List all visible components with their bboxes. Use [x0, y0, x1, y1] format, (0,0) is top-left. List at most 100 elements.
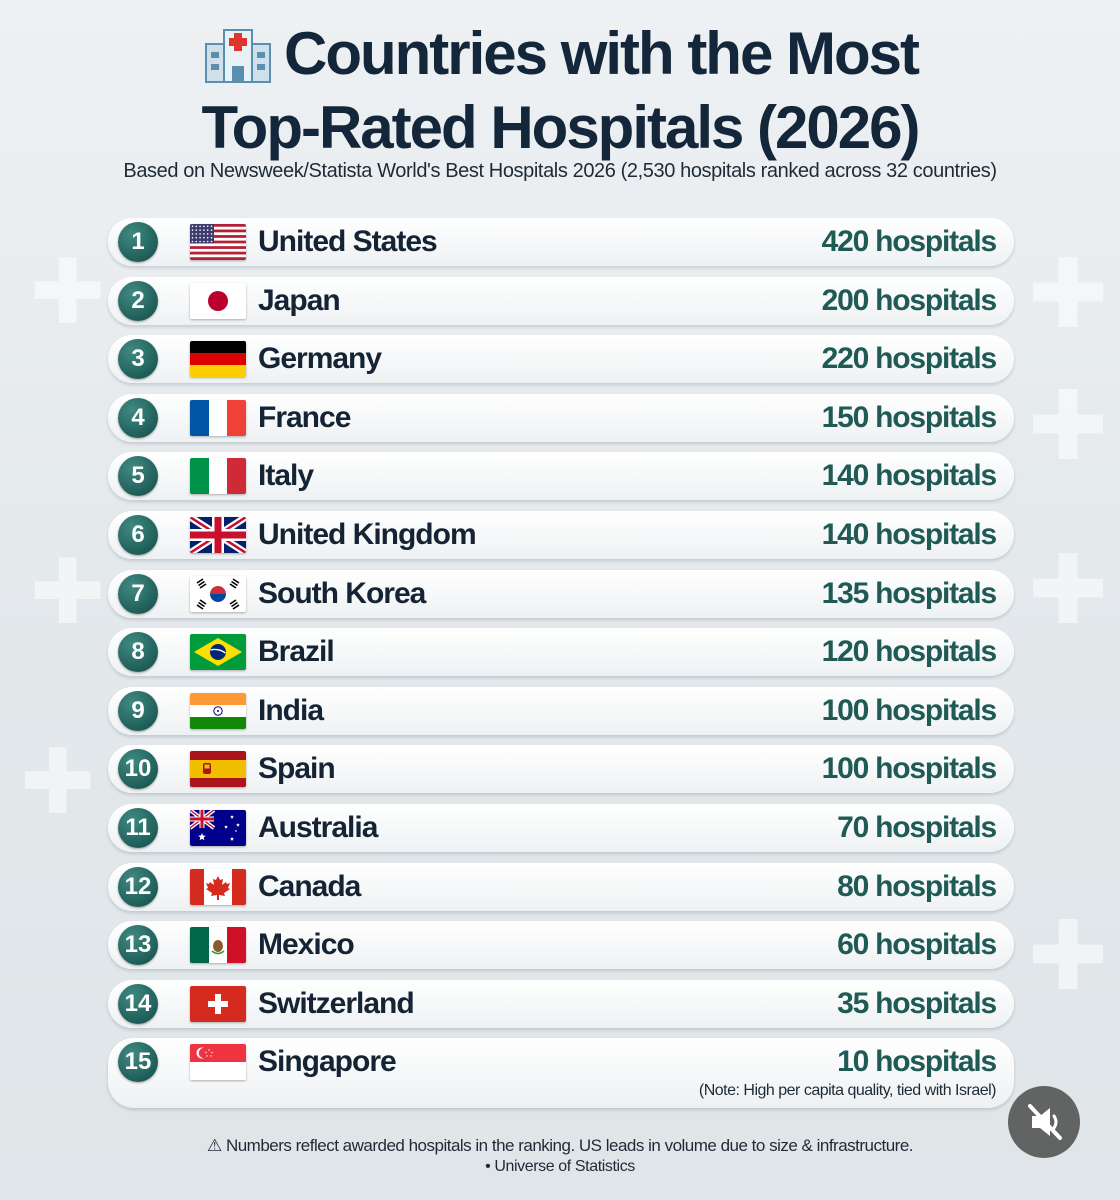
disclaimer-text: Numbers reflect awarded hospitals in the… [225, 1136, 914, 1155]
flag-icon [190, 399, 246, 436]
page-title-line-2: Top-Rated Hospitals (2026) [201, 94, 920, 161]
hospital-count-unit: hospitals [875, 810, 997, 844]
row-note: (Note: High per capita quality, tied wit… [698, 1082, 997, 1100]
flag-icon [190, 575, 246, 612]
hospital-count-unit: hospitals [875, 986, 997, 1020]
country-name: France [258, 400, 351, 434]
table-row: 10 Spain 100 hospitals [108, 745, 1014, 794]
table-row: 13 Mexico 60 hospitals [108, 921, 1014, 970]
hospital-count-value: 220 [821, 342, 870, 376]
hospital-count-unit: hospitals [875, 517, 997, 551]
hospital-count-value: 150 [821, 400, 870, 434]
hospital-count: 35 hospitals [837, 986, 997, 1022]
rank-badge: 15 [118, 1042, 158, 1083]
hospital-count: 80 hospitals [837, 869, 997, 905]
country-name: Germany [258, 342, 382, 376]
page-title-line-1: Countries with the Most [0, 22, 1120, 96]
rank-badge: 3 [118, 339, 158, 380]
rank-badge: 11 [118, 807, 158, 848]
mute-button[interactable] [1008, 1086, 1080, 1158]
table-row: 5 Italy 140 hospitals [108, 452, 1014, 501]
hospital-count: 140 hospitals [821, 458, 998, 494]
hospital-count: 100 hospitals [821, 693, 998, 729]
hospital-count-value: 140 [821, 459, 870, 493]
hospital-count-value: 420 [821, 225, 870, 258]
footer-source: • Universe of Statistics [485, 1158, 635, 1175]
country-name: Canada [258, 869, 361, 903]
hospital-count-unit: hospitals [875, 928, 997, 962]
hospital-count-unit: hospitals [875, 576, 997, 610]
country-name: Brazil [258, 635, 335, 669]
hospital-count-unit: hospitals [875, 869, 997, 903]
hospital-count-value: 35 [837, 986, 869, 1020]
hospital-count-value: 100 [821, 693, 870, 727]
hospital-count-value: 60 [837, 928, 869, 962]
table-row: 15 Singapore 10 hospitals (Note: High per ca… [108, 1038, 1014, 1109]
muted-speaker-icon [1028, 1104, 1062, 1140]
rank-badge: 12 [118, 866, 158, 907]
plus-icon: ✚ [1028, 537, 1109, 644]
country-name: Singapore [258, 1045, 397, 1079]
hospital-count: 135 hospitals [821, 576, 998, 612]
rank-badge: 10 [118, 749, 158, 790]
country-name: South Korea [258, 576, 426, 610]
table-row: 1 United States 420 hospitals [108, 218, 1014, 266]
hospital-count: 10 hospitals [837, 1044, 997, 1080]
flag-icon [190, 282, 246, 319]
hospital-count-unit: hospitals [875, 635, 997, 669]
flag-icon [190, 751, 246, 788]
rank-badge: 1 [118, 222, 158, 262]
table-row: 14 Switzerland 35 hospitals [108, 979, 1014, 1028]
hospital-count: 140 hospitals [821, 517, 998, 553]
table-row: 12 Canada 80 hospitals [108, 862, 1014, 911]
flag-icon [190, 868, 246, 905]
table-row: 8 Brazil 120 hospitals [108, 628, 1014, 677]
flag-icon [190, 224, 246, 260]
flag-icon [190, 692, 246, 729]
table-row: 2 Japan 200 hospitals [108, 276, 1014, 325]
flag-icon [190, 927, 246, 964]
rank-badge: 14 [118, 983, 158, 1024]
flag-icon [190, 1044, 246, 1081]
country-name: Japan [258, 283, 341, 317]
flag-icon [190, 341, 246, 378]
hospital-count: 420 hospitals [821, 224, 998, 260]
table-row: 6 United Kingdom 140 hospitals [108, 510, 1014, 559]
subtitle: Based on Newsweek/Statista World's Best … [123, 160, 997, 182]
rank-badge: 2 [118, 280, 158, 321]
rank-badge: 6 [118, 514, 158, 555]
plus-icon: ✚ [1028, 903, 1109, 1010]
hospital-count-value: 120 [821, 635, 870, 669]
hospital-count: 120 hospitals [821, 634, 998, 670]
hospital-count-value: 10 [837, 1045, 869, 1079]
footer-disclaimer: ⚠ Numbers reflect awarded hospitals in t… [0, 1136, 1120, 1156]
hospital-count-unit: hospitals [875, 400, 997, 434]
country-name: India [258, 693, 324, 727]
country-name: Mexico [258, 928, 355, 962]
hospital-count-value: 70 [837, 810, 869, 844]
flag-icon [190, 516, 246, 553]
hospital-count-value: 200 [821, 283, 870, 317]
country-name: Italy [258, 459, 314, 493]
plus-icon: ✚ [30, 543, 106, 643]
hospital-count-value: 135 [821, 576, 870, 610]
hospital-count-value: 140 [821, 517, 870, 551]
hospital-icon [202, 26, 274, 96]
country-name: Australia [258, 810, 378, 844]
table-row: 9 India 100 hospitals [108, 686, 1014, 735]
hospital-count-unit: hospitals [875, 283, 997, 317]
hospital-count-unit: hospitals [875, 342, 997, 376]
hospital-count: 220 hospitals [821, 341, 998, 377]
hospital-count: 70 hospitals [837, 810, 997, 846]
hospital-count-unit: hospitals [875, 693, 997, 727]
ranking-table: 1 United States 420 hospitals 2 Japan 200 hospi… [108, 218, 1014, 1119]
flag-icon [190, 809, 246, 846]
hospital-count: 60 hospitals [837, 927, 997, 963]
warning-icon: ⚠ [206, 1136, 222, 1155]
hospital-count-unit: hospitals [875, 225, 997, 258]
hospital-count-value: 100 [821, 752, 870, 786]
rank-badge: 8 [118, 632, 158, 673]
country-name: Switzerland [258, 986, 415, 1020]
rank-badge: 4 [118, 397, 158, 438]
country-name: Spain [258, 752, 336, 786]
